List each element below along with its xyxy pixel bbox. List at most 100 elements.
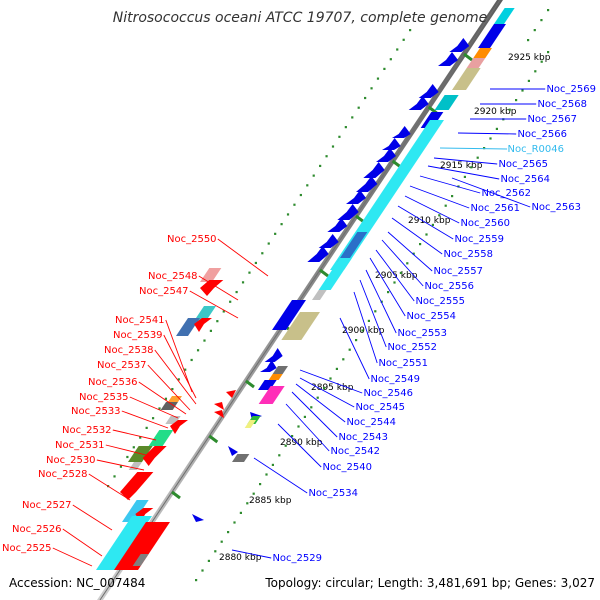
gene-block: [176, 318, 200, 336]
dotted-guide-dot: [547, 51, 550, 54]
gene-block-cyan: [96, 516, 152, 570]
label-leader-line: [96, 459, 145, 471]
gene-label-reverse: Noc_2548: [148, 271, 198, 282]
gene-label-reverse: Noc_2533: [71, 406, 121, 417]
gene-label-forward: Noc_2549: [370, 374, 420, 385]
dotted-guide-dot: [207, 559, 210, 562]
dotted-guide-dot: [351, 116, 354, 119]
dotted-guide-dot: [361, 329, 364, 332]
gene-label-forward: Noc_2563: [531, 202, 581, 213]
label-leader-line: [277, 423, 322, 468]
gene-label-forward: Noc_2559: [454, 234, 504, 245]
label-leader-line: [62, 528, 103, 557]
scale-tick-label: 2895 kbp: [311, 383, 354, 393]
dotted-guide-dot: [261, 252, 264, 255]
scale-tick-label: 2920 kbp: [474, 107, 517, 117]
dotted-guide-dot: [216, 320, 219, 323]
dotted-guide-dot: [444, 204, 447, 207]
gene-arrow-reverse: [200, 280, 224, 296]
dotted-guide-dot: [376, 77, 380, 80]
dotted-guide-dot: [508, 108, 511, 111]
dotted-guide-dot: [425, 233, 428, 236]
gene-block: [281, 312, 320, 340]
label-leader-line: [353, 291, 378, 364]
gene-label-forward: Noc_2555: [415, 296, 465, 307]
dotted-guide-dot: [267, 242, 270, 245]
accession-label: Accession: NC_007484: [9, 576, 145, 590]
dotted-guide-dot: [527, 79, 530, 82]
gene-label-forward: Noc_2565: [498, 159, 548, 170]
label-leader-line: [291, 391, 338, 438]
dotted-guide-dot: [527, 39, 530, 42]
gene-arrow-forward: [327, 218, 348, 232]
dotted-guide-dot: [547, 9, 550, 12]
scale-tick-mark: [319, 268, 329, 278]
gene-block: [200, 268, 222, 282]
gene-block: [494, 8, 515, 24]
label-leader-line: [457, 132, 517, 135]
gene-label-reverse: Noc_2538: [104, 345, 154, 356]
dotted-guide-dot: [419, 243, 422, 246]
dotted-guide-dot: [201, 569, 204, 572]
gene-label-forward: Noc_2567: [527, 114, 577, 125]
gene-label-reverse: Noc_2539: [113, 330, 163, 341]
gene-block: [258, 380, 277, 390]
scale-tick-label: 2905 kbp: [375, 271, 418, 281]
gene-label-forward: Noc_2542: [330, 446, 380, 457]
dotted-guide-dot: [374, 310, 377, 313]
gene-arrow-reverse: [120, 472, 154, 500]
dotted-guide-dot: [222, 310, 225, 313]
gene-label-reverse: Noc_2547: [139, 286, 189, 297]
dotted-guide-dot: [303, 415, 306, 418]
gene-label-reverse: Noc_2532: [62, 425, 112, 436]
gene-label-forward: Noc_2529: [272, 553, 322, 564]
dotted-guide-dot: [383, 67, 386, 71]
gene-block: [337, 232, 368, 262]
dotted-guide-dot: [278, 454, 281, 457]
dotted-guide-dot: [540, 19, 543, 22]
reverse-gene-labels: Noc_2550 Noc_2548 Noc_2547 Noc_2541 Noc_2539…: [2, 234, 269, 567]
dotted-guide-dot: [470, 166, 473, 169]
label-leader-line: [231, 549, 272, 559]
dotted-guide-dot: [521, 89, 524, 92]
dotted-guide-dot: [209, 329, 213, 332]
gene-block: [232, 454, 250, 462]
gene-label-reverse: Noc_2525: [2, 543, 52, 554]
gene-block: [160, 402, 178, 410]
gene-arrow-forward: [264, 348, 283, 362]
dotted-guide-dot: [297, 425, 300, 428]
label-leader-line: [52, 547, 93, 567]
dotted-guide-dot: [409, 29, 412, 32]
gene-label-forward: Noc_2566: [517, 129, 567, 140]
label-leader-line: [391, 217, 443, 255]
dotted-guide-dot: [145, 426, 148, 429]
gene-block: [272, 366, 288, 374]
dotted-guide-dot: [402, 38, 405, 41]
dotted-guide-dot: [393, 281, 396, 284]
gene-block: [268, 374, 283, 380]
gene-label-forward: Noc_2540: [322, 462, 372, 473]
gene-arrow-reverse: [214, 402, 224, 410]
gene-block: [434, 95, 459, 110]
gene-arrow-forward: [363, 162, 385, 178]
gene-arrow-reverse: [194, 318, 212, 332]
dotted-guide-dot: [534, 70, 537, 73]
dotted-guide-dot: [380, 300, 383, 303]
gene-features: [96, 8, 515, 570]
dotted-guide-dot: [291, 435, 294, 438]
gene-arrow-forward: [192, 514, 204, 522]
dotted-guide-dot: [306, 184, 309, 187]
dotted-guide-dot: [342, 358, 345, 361]
gene-arrow-reverse: [142, 446, 167, 466]
gene-label-reverse: Noc_2537: [97, 360, 147, 371]
dotted-guide-dot: [195, 579, 198, 582]
label-leader-line: [165, 319, 193, 393]
dotted-guide-dot: [299, 193, 302, 197]
dotted-guide-dot: [246, 502, 249, 505]
dotted-guide-dot: [389, 58, 392, 61]
gene-block: [114, 522, 170, 570]
gene-label-reverse: Noc_2531: [55, 440, 105, 451]
gene-block: [452, 68, 481, 90]
gene-block: [312, 290, 327, 300]
dotted-guide-dot: [119, 465, 123, 468]
